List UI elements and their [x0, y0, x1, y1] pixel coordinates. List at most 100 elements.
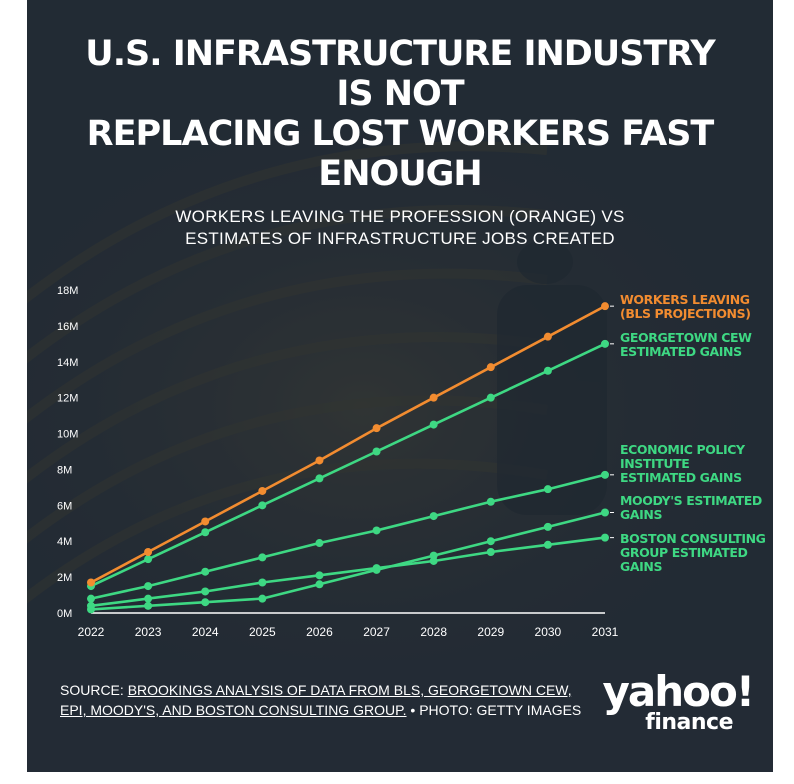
data-point — [429, 420, 438, 429]
data-point — [144, 582, 153, 591]
data-point — [486, 547, 495, 556]
data-point — [315, 571, 324, 580]
series-line — [90, 511, 606, 611]
data-point — [543, 366, 552, 375]
infographic-card: U.S. INFRASTRUCTURE INDUSTRY IS NOT REPL… — [27, 0, 773, 772]
series-label: BOSTON CONSULTING GROUP ESTIMATED GAINS — [620, 531, 766, 574]
x-tick-label: 2028 — [420, 625, 447, 639]
data-point — [201, 587, 210, 596]
data-point — [87, 594, 95, 603]
y-tick-label: 10M — [57, 429, 78, 441]
chart-title: U.S. INFRASTRUCTURE INDUSTRY IS NOT REPL… — [27, 34, 773, 194]
series-group — [87, 470, 609, 603]
title-line: REPLACING LOST WORKERS FAST — [86, 114, 715, 154]
x-tick-label: 2025 — [249, 625, 276, 639]
series-label-line: INSTITUTE — [620, 456, 689, 471]
data-point — [258, 594, 267, 603]
series-label: GEORGETOWN CEW ESTIMATED GAINS — [620, 330, 752, 359]
y-tick-label: 0M — [57, 608, 72, 620]
data-point — [87, 601, 95, 610]
data-point — [486, 497, 495, 506]
title-line: IS NOT — [336, 74, 464, 114]
data-point — [201, 567, 210, 576]
series-label-line: GROUP ESTIMATED — [620, 545, 748, 560]
x-tick-label: 2029 — [477, 625, 504, 639]
series-line — [90, 536, 606, 608]
background-photo — [27, 0, 773, 660]
series-group — [87, 339, 609, 591]
x-tick-label: 2031 — [592, 625, 619, 639]
data-point — [87, 578, 95, 587]
data-point — [543, 485, 552, 494]
series-label: MOODY'S ESTIMATED GAINS — [620, 493, 762, 522]
series-label-line: GAINS — [620, 559, 662, 574]
series-line — [90, 342, 606, 588]
data-point — [201, 517, 210, 526]
data-point — [601, 470, 609, 479]
series-label-line: ECONOMIC POLICY — [620, 442, 746, 457]
title-line: ENOUGH — [318, 154, 482, 194]
data-point — [201, 528, 210, 537]
series-line — [90, 304, 606, 584]
x-tick-label: 2023 — [135, 625, 162, 639]
subtitle-line: ESTIMATES OF INFRASTRUCTURE JOBS CREATED — [185, 229, 615, 248]
series-label-line: GAINS — [620, 507, 662, 522]
series-label-line: ESTIMATED GAINS — [620, 344, 742, 359]
series-line — [90, 473, 606, 600]
source-link[interactable]: BROOKINGS ANALYSIS OF DATA FROM BLS, GEO… — [60, 682, 572, 718]
source-suffix: • PHOTO: GETTY IMAGES — [406, 702, 582, 718]
data-point — [601, 508, 609, 517]
data-point — [486, 393, 495, 402]
logo-wordmark: yahoo! — [602, 667, 755, 716]
data-point — [372, 447, 381, 456]
data-point — [601, 302, 609, 311]
line-chart: 0M 2M 4M 6M 8M 10M 12M 14M 16M 18M 2022 2023 2024 202… — [57, 285, 766, 639]
data-point — [372, 424, 381, 433]
source-prefix: SOURCE: — [60, 682, 128, 698]
data-point — [429, 556, 438, 565]
y-tick-label: 6M — [57, 500, 72, 512]
logo-subbrand: finance — [645, 710, 733, 735]
yahoo-finance-logo: yahoo! finance — [583, 667, 755, 740]
data-point — [601, 533, 609, 542]
data-point — [429, 512, 438, 521]
data-point — [543, 522, 552, 531]
data-point — [372, 526, 381, 535]
series-label: ECONOMIC POLICY INSTITUTE ESTIMATED GAINS — [620, 442, 746, 485]
title-line: U.S. INFRASTRUCTURE INDUSTRY — [85, 34, 715, 74]
data-point — [315, 580, 324, 589]
x-tick-label: 2026 — [306, 625, 333, 639]
x-tick-label: 2027 — [363, 625, 390, 639]
y-tick-label: 12M — [57, 393, 78, 405]
data-point — [601, 339, 609, 348]
data-point — [315, 539, 324, 548]
data-point — [258, 553, 267, 562]
data-point — [429, 393, 438, 402]
y-tick-label: 8M — [57, 464, 72, 476]
data-point — [543, 540, 552, 549]
series-label-line: MOODY'S ESTIMATED — [620, 493, 762, 508]
x-tick-label: 2022 — [78, 625, 105, 639]
y-tick-label: 14M — [57, 357, 78, 369]
series-label-line: ESTIMATED GAINS — [620, 470, 742, 485]
x-tick-label: 2030 — [535, 625, 562, 639]
data-point — [486, 363, 495, 372]
x-tick-label: 2024 — [192, 625, 219, 639]
data-point — [372, 564, 381, 573]
subtitle-line: WORKERS LEAVING THE PROFESSION (ORANGE) … — [175, 207, 625, 226]
series-label-line: GEORGETOWN CEW — [620, 330, 752, 345]
chart-subtitle: WORKERS LEAVING THE PROFESSION (ORANGE) … — [27, 206, 773, 250]
data-point — [543, 332, 552, 341]
series-label-line: BOSTON CONSULTING — [620, 531, 766, 546]
series-label-line: (BLS PROJECTIONS) — [620, 306, 751, 321]
y-tick-label: 18M — [57, 285, 78, 297]
data-point — [258, 486, 267, 495]
data-point — [315, 456, 324, 465]
data-point — [144, 555, 153, 564]
source-note: SOURCE: BROOKINGS ANALYSIS OF DATA FROM … — [60, 680, 600, 720]
data-point — [258, 578, 267, 587]
data-point — [315, 474, 324, 483]
y-tick-label: 4M — [57, 536, 72, 548]
y-tick-label: 16M — [57, 321, 78, 333]
series-group — [87, 302, 609, 587]
